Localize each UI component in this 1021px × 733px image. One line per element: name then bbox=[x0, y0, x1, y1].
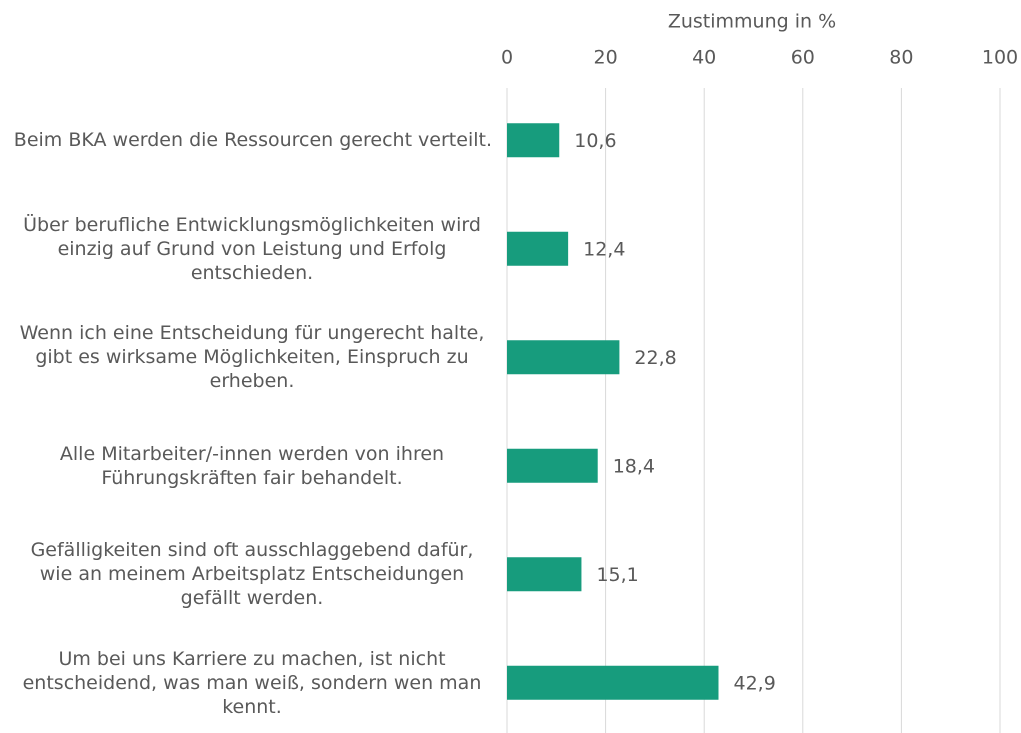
value-label: 15,1 bbox=[596, 564, 638, 586]
bar bbox=[507, 231, 569, 266]
x-tick-label: 80 bbox=[889, 47, 913, 69]
category-label: Wenn ich eine Entscheidung für ungerecht… bbox=[0, 303, 492, 411]
bar bbox=[507, 448, 598, 483]
bar bbox=[507, 557, 582, 592]
bar bbox=[507, 340, 620, 375]
x-tick-label: 40 bbox=[692, 47, 716, 69]
x-tick-label: 60 bbox=[791, 47, 815, 69]
category-text: Gefälligkeiten sind oft ausschlaggebend … bbox=[30, 539, 474, 610]
axis-title: Zustimmung in % bbox=[668, 11, 836, 33]
x-tick-label: 100 bbox=[982, 47, 1018, 69]
x-tick-label: 0 bbox=[501, 47, 513, 69]
value-label: 12,4 bbox=[583, 238, 625, 260]
category-text: Wenn ich eine Entscheidung für ungerecht… bbox=[19, 322, 485, 393]
category-text: Alle Mitarbeiter/-innen werden von ihren… bbox=[59, 442, 445, 489]
x-tick-label: 20 bbox=[594, 47, 618, 69]
category-text: Um bei uns Karriere zu machen, ist nicht… bbox=[22, 647, 482, 718]
value-label: 10,6 bbox=[574, 130, 616, 152]
category-text: Über berufliche Entwicklungsmöglichkeite… bbox=[23, 213, 481, 284]
category-text: Beim BKA werden die Ressourcen gerecht v… bbox=[13, 129, 492, 152]
bar bbox=[507, 123, 560, 158]
value-label: 22,8 bbox=[634, 347, 676, 369]
category-label: Über berufliche Entwicklungsmöglichkeite… bbox=[0, 195, 492, 303]
bar bbox=[507, 665, 719, 700]
category-label: Um bei uns Karriere zu machen, ist nicht… bbox=[0, 629, 492, 733]
value-label: 42,9 bbox=[733, 672, 775, 694]
category-label: Alle Mitarbeiter/-innen werden von ihren… bbox=[0, 412, 492, 520]
category-label: Beim BKA werden die Ressourcen gerecht v… bbox=[0, 86, 492, 194]
category-label: Gefälligkeiten sind oft ausschlaggebend … bbox=[0, 520, 492, 628]
value-label: 18,4 bbox=[613, 455, 655, 477]
